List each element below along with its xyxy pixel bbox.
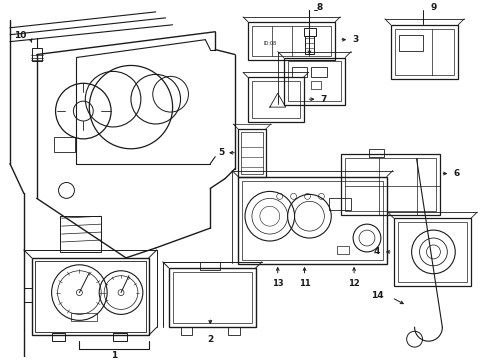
Bar: [393, 218, 470, 285]
Bar: [305, 36, 314, 54]
Text: 3: 3: [351, 35, 358, 44]
Bar: [251, 81, 299, 118]
Bar: [113, 333, 127, 341]
Bar: [32, 48, 41, 62]
Bar: [398, 35, 422, 51]
Bar: [247, 22, 335, 59]
Bar: [287, 62, 341, 101]
Text: 6: 6: [452, 169, 458, 178]
Bar: [303, 28, 316, 36]
Bar: [345, 158, 435, 211]
Bar: [241, 132, 263, 174]
Bar: [71, 314, 97, 321]
Bar: [311, 81, 321, 89]
Bar: [180, 327, 192, 335]
Text: 2: 2: [207, 335, 213, 344]
Text: 12: 12: [347, 279, 359, 288]
Text: 1: 1: [111, 351, 117, 360]
Bar: [394, 29, 453, 75]
Text: 11: 11: [298, 279, 310, 288]
Bar: [242, 180, 382, 260]
Text: 13: 13: [271, 279, 283, 288]
Bar: [397, 222, 466, 282]
Bar: [311, 67, 326, 77]
Bar: [238, 176, 386, 264]
Bar: [60, 216, 101, 252]
Bar: [24, 288, 32, 302]
Bar: [251, 26, 330, 55]
Bar: [35, 261, 145, 332]
Bar: [390, 25, 457, 79]
Bar: [32, 258, 148, 335]
Bar: [283, 58, 345, 105]
Bar: [54, 137, 75, 152]
Bar: [168, 268, 255, 327]
Text: 14: 14: [370, 291, 383, 300]
Bar: [328, 198, 350, 210]
Bar: [228, 327, 240, 335]
Text: 8: 8: [316, 4, 322, 13]
Bar: [238, 129, 265, 176]
Bar: [291, 67, 307, 77]
Text: 9: 9: [429, 4, 436, 13]
Bar: [337, 246, 348, 254]
Bar: [247, 77, 303, 122]
Text: ID:08: ID:08: [263, 41, 276, 46]
Text: 4: 4: [373, 247, 379, 256]
Text: 5: 5: [218, 148, 224, 157]
Bar: [341, 154, 440, 215]
Text: 7: 7: [320, 95, 326, 104]
Text: 10: 10: [14, 31, 26, 40]
Bar: [368, 149, 383, 157]
Bar: [200, 262, 220, 270]
Bar: [52, 333, 65, 341]
Bar: [172, 272, 251, 323]
